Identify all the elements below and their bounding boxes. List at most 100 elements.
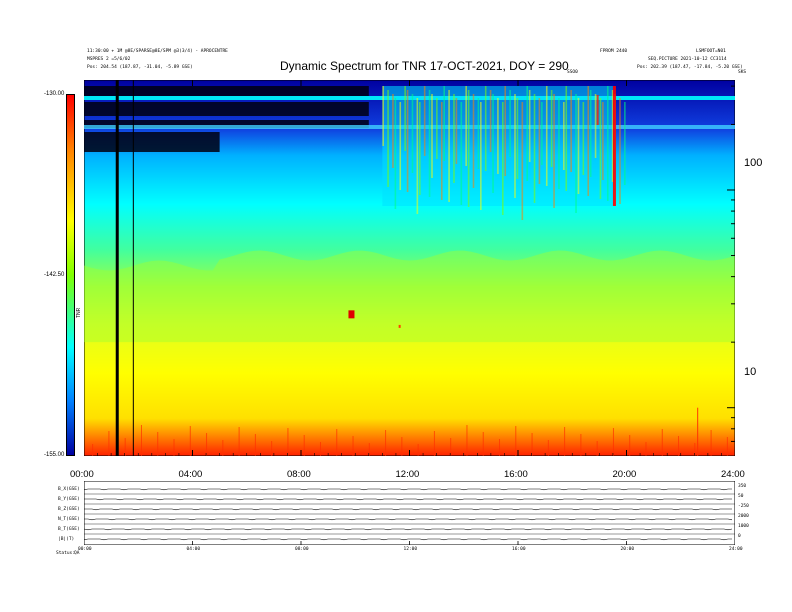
bottom-spike xyxy=(547,440,549,456)
bottom-spike xyxy=(531,433,533,456)
burst-streak xyxy=(392,94,394,168)
x-tick-label: 16:00 xyxy=(504,469,528,480)
x-tick-label: 04:00 xyxy=(178,469,203,480)
header-info-left-1: 11:30:00 + 1M @8E/SPARSE@8E/SPM @3(3/4) … xyxy=(87,49,228,54)
bottom-spike xyxy=(124,438,126,456)
aux-row-label: |B|(T) xyxy=(58,537,75,542)
aux-right-label: 2000 xyxy=(738,514,749,519)
burst-streak xyxy=(624,102,626,185)
burst-streak xyxy=(582,102,585,175)
bottom-spike xyxy=(710,430,712,456)
bottom-spike xyxy=(189,426,191,456)
aux-right-label: 50 xyxy=(738,494,744,499)
burst-streak xyxy=(387,90,389,187)
colorbar xyxy=(66,94,75,456)
bottom-spike xyxy=(697,407,699,456)
burst-streak xyxy=(399,102,402,190)
burst-streak xyxy=(465,86,467,166)
dark-band xyxy=(84,102,369,116)
header-info-left-3: Pos: 204.54 (187.87, -31.04, -5.89 GSE) xyxy=(87,65,193,70)
x-tick-label: 24:00 xyxy=(721,469,745,480)
burst-streak xyxy=(404,86,406,151)
header-info-right-2: Pos: 202.39 (187.47, -17.84, -5.20 GSE) xyxy=(637,65,743,70)
burst-streak xyxy=(521,102,524,220)
x-tick-label: 00:00 xyxy=(70,469,94,480)
data-gap-line xyxy=(115,80,119,456)
x-tick-label: 20:00 xyxy=(612,469,637,480)
aux-right-label: 0 xyxy=(738,534,741,539)
burst-streak xyxy=(541,102,543,165)
burst-streak xyxy=(587,86,590,196)
burst-streak xyxy=(484,86,487,171)
burst-streak xyxy=(611,90,614,182)
aux-parameter-panel xyxy=(84,481,735,545)
aux-x-tick-label: 04:00 xyxy=(186,547,201,552)
burst-streak xyxy=(423,86,426,156)
bottom-spike xyxy=(271,441,273,456)
dark-band xyxy=(84,132,220,152)
dark-band xyxy=(84,86,369,96)
burst-streak xyxy=(455,98,458,164)
bottom-spike xyxy=(238,427,240,456)
burst-streak xyxy=(418,102,421,195)
bottom-spike xyxy=(629,435,631,456)
burst-streak xyxy=(411,94,414,173)
burst-streak xyxy=(453,94,455,183)
spectrogram-plot xyxy=(84,80,735,456)
y-tick-label-100: 100 xyxy=(744,157,763,169)
burst-streak xyxy=(492,94,494,193)
aux-x-tick-label: 12:00 xyxy=(403,547,418,552)
burst-streak xyxy=(448,90,450,202)
burst-streak xyxy=(553,94,555,208)
status-value: QA xyxy=(74,551,80,556)
aux-x-tick-label: 24:00 xyxy=(729,547,743,552)
burst-streak xyxy=(497,98,499,174)
aux-row-label: B_Y(GSE) xyxy=(58,497,80,502)
bottom-spike xyxy=(92,444,94,456)
header-info-right-0b: LSMFOOT=N01 xyxy=(696,49,726,54)
burst-streak xyxy=(514,94,516,198)
burst-streak xyxy=(563,102,565,170)
aux-trace xyxy=(84,498,732,501)
bottom-spike xyxy=(417,444,419,456)
x-tick-label: 12:00 xyxy=(395,469,420,480)
chart-title: Dynamic Spectrum for TNR 17-OCT-2021, DO… xyxy=(280,59,569,73)
burst-streak xyxy=(577,98,580,194)
header-info-right-1: SEQ.PICTURE 2021-10-12 CC3114 xyxy=(648,57,727,62)
header-info-left-2: MSPRES 2 =5/6/02 xyxy=(87,57,131,62)
burst-streak xyxy=(599,98,602,199)
aux-x-tick-label: 16:00 xyxy=(512,547,526,552)
bottom-spike xyxy=(401,437,403,456)
burst-streak xyxy=(394,98,397,209)
burst-streak xyxy=(477,98,480,169)
bottom-spike xyxy=(336,429,338,456)
bottom-spike xyxy=(352,436,354,456)
hotspot xyxy=(348,310,355,319)
burst-streak xyxy=(606,86,609,201)
aux-trace xyxy=(84,508,732,511)
aux-trace xyxy=(84,538,732,541)
hotspot xyxy=(398,324,401,328)
burst-streak xyxy=(533,94,536,203)
burst-streak-strong xyxy=(612,86,616,206)
mid-band xyxy=(84,250,735,343)
aux-x-tick-label: 00:00 xyxy=(78,547,92,552)
burst-streak xyxy=(382,86,384,146)
aux-x-tick-label: 20:00 xyxy=(620,547,635,552)
bottom-spike xyxy=(108,431,110,456)
bottom-spike xyxy=(580,434,582,456)
bottom-spike xyxy=(564,427,566,456)
burst-streak xyxy=(589,90,592,177)
burst-streak xyxy=(558,98,560,189)
burst-streak xyxy=(509,90,511,157)
burst-streak xyxy=(406,90,409,192)
bottom-spike xyxy=(499,439,501,456)
colorbar-tick-max: -130.00 xyxy=(44,91,65,97)
status-label: Status: xyxy=(56,551,75,556)
burst-streak xyxy=(467,90,470,207)
aux-trace xyxy=(84,488,732,491)
burst-streak xyxy=(575,94,577,213)
burst-streak xyxy=(416,98,419,214)
bottom-spike xyxy=(206,433,208,456)
bottom-spike xyxy=(515,426,517,456)
